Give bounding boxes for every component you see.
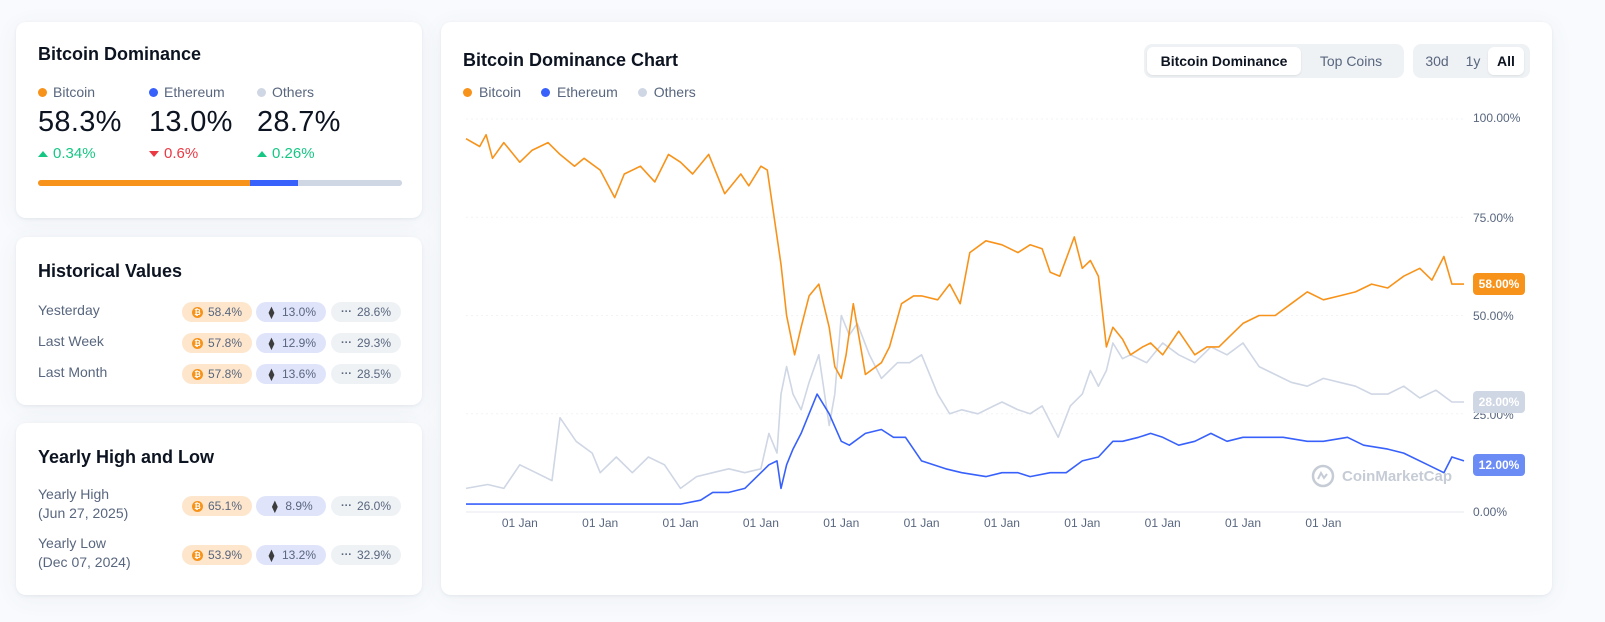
dominance-bar-others: [297, 180, 402, 186]
range-all[interactable]: All: [1488, 47, 1524, 75]
yearly-title: Yearly High and Low: [38, 447, 215, 467]
x-tick-label: 01 Jan: [1305, 516, 1342, 530]
bitcoin-dot-icon: [463, 87, 472, 97]
tab-bitcoin-dominance[interactable]: Bitcoin Dominance: [1147, 47, 1301, 75]
pill-others: ··· 26.0%: [331, 496, 401, 516]
dominance-card: Bitcoin Dominance Bitcoin 58.3% 0.34% Et…: [16, 22, 422, 218]
more-dots-icon: ···: [340, 337, 352, 349]
pill-btc: ₿ 53.9%: [182, 545, 252, 565]
range-toggle: 30d 1y All: [1413, 44, 1530, 78]
more-dots-icon: ···: [340, 549, 352, 561]
last-value-tag-others: 28.00%: [1473, 390, 1525, 413]
yearly-row-label: Yearly High (Jun 27, 2025): [38, 486, 129, 521]
bitcoin-icon: ₿: [191, 368, 203, 380]
x-tick-label: 01 Jan: [582, 516, 619, 530]
dominance-others-change: 0.26%: [272, 145, 315, 162]
ethereum-icon: ⧫: [268, 337, 275, 350]
chart-title: Bitcoin Dominance Chart: [463, 50, 679, 70]
dominance-bitcoin-change: 0.34%: [53, 145, 96, 162]
historical-card: Historical Values Yesterday ₿ 58.4% ⧫ 13.0…: [16, 237, 422, 405]
bitcoin-icon: ₿: [191, 337, 203, 349]
bitcoin-icon: ₿: [191, 500, 203, 512]
pill-eth: ⧫ 12.9%: [256, 333, 326, 353]
yearly-row-label: Yearly Low (Dec 07, 2024): [38, 535, 131, 570]
dominance-bitcoin-value: 58.3%: [38, 106, 122, 138]
more-dots-icon: ···: [340, 368, 352, 380]
historical-row-label: Last Month: [38, 364, 108, 380]
legend-item-others[interactable]: Others: [637, 84, 696, 100]
pill-others: ··· 28.6%: [331, 302, 401, 322]
legend-item-bitcoin[interactable]: Bitcoin: [463, 84, 521, 100]
x-tick-label: 01 Jan: [1144, 516, 1181, 530]
ethereum-dot-icon: [541, 87, 551, 97]
coinmarketcap-logo-icon: [1311, 464, 1335, 488]
yearly-card: Yearly High and Low Yearly High (Jun 27, …: [16, 423, 422, 595]
ethereum-icon: ⧫: [268, 549, 275, 562]
chart-card: [441, 22, 1552, 595]
pill-others: ··· 28.5%: [331, 364, 401, 384]
dominance-bitcoin-label: Bitcoin: [53, 84, 96, 100]
bitcoin-icon: ₿: [191, 306, 203, 318]
y-tick-label: 0.00%: [1473, 505, 1508, 519]
coinmarketcap-watermark: CoinMarketCap: [1311, 464, 1452, 488]
dominance-ethereum-value: 13.0%: [149, 106, 233, 138]
historical-row-label: Yesterday: [38, 302, 100, 318]
more-dots-icon: ···: [340, 306, 352, 318]
chart-type-toggle: Bitcoin Dominance Top Coins: [1144, 44, 1404, 78]
tab-top-coins[interactable]: Top Coins: [1319, 53, 1383, 69]
pill-others: ··· 32.9%: [331, 545, 401, 565]
dominance-share-bar: [38, 180, 402, 186]
x-tick-label: 01 Jan: [742, 516, 779, 530]
pill-eth: ⧫ 13.0%: [256, 302, 326, 322]
others-dot-icon: [637, 87, 647, 97]
pill-btc: ₿ 57.8%: [182, 364, 252, 384]
ethereum-icon: ⧫: [268, 368, 275, 381]
dominance-others-label: Others: [272, 84, 315, 100]
x-tick-label: 01 Jan: [823, 516, 860, 530]
dominance-others-value: 28.7%: [257, 106, 341, 138]
x-tick-label: 01 Jan: [501, 516, 538, 530]
x-tick-label: 01 Jan: [662, 516, 699, 530]
dominance-bar-ethereum: [250, 180, 298, 186]
ethereum-dot-icon: [149, 87, 158, 97]
chart-legend: Bitcoin Ethereum Others: [463, 84, 696, 100]
y-tick-label: 75.00%: [1473, 211, 1514, 225]
x-tick-label: 01 Jan: [903, 516, 940, 530]
up-arrow-icon: [38, 150, 48, 157]
dominance-ethereum: Ethereum 13.0% 0.6%: [149, 84, 233, 162]
more-dots-icon: ···: [340, 500, 352, 512]
down-arrow-icon: [149, 150, 159, 157]
dominance-ethereum-change: 0.6%: [164, 145, 199, 162]
up-arrow-icon: [257, 150, 267, 157]
last-value-tag-bitcoin: 58.00%: [1473, 273, 1525, 296]
pill-eth: ⧫ 13.2%: [256, 545, 326, 565]
dominance-others: Others 28.7% 0.26%: [257, 84, 341, 162]
range-1y[interactable]: 1y: [1465, 53, 1481, 69]
bitcoin-icon: ₿: [191, 549, 203, 561]
dominance-ethereum-label: Ethereum: [164, 84, 225, 100]
x-tick-label: 01 Jan: [1225, 516, 1262, 530]
y-tick-label: 50.00%: [1473, 309, 1514, 323]
y-tick-label: 100.00%: [1473, 111, 1521, 125]
last-value-tag-ethereum: 12.00%: [1473, 453, 1525, 476]
bitcoin-dot-icon: [38, 87, 47, 97]
range-30d[interactable]: 30d: [1425, 53, 1449, 69]
dominance-bitcoin: Bitcoin 58.3% 0.34%: [38, 84, 122, 162]
x-tick-label: 01 Jan: [1064, 516, 1101, 530]
ethereum-icon: ⧫: [272, 500, 278, 513]
pill-eth: ⧫ 13.6%: [256, 364, 326, 384]
historical-row-label: Last Week: [38, 333, 104, 349]
dominance-title: Bitcoin Dominance: [38, 44, 202, 64]
dominance-bar-bitcoin: [38, 180, 251, 186]
pill-btc: ₿ 58.4%: [182, 302, 252, 322]
pill-others: ··· 29.3%: [331, 333, 401, 353]
historical-title: Historical Values: [38, 261, 183, 281]
x-tick-label: 01 Jan: [983, 516, 1020, 530]
ethereum-icon: ⧫: [268, 306, 275, 319]
pill-btc: ₿ 65.1%: [182, 496, 252, 516]
pill-btc: ₿ 57.8%: [182, 333, 252, 353]
others-dot-icon: [257, 87, 266, 97]
legend-item-ethereum[interactable]: Ethereum: [541, 84, 618, 100]
pill-eth: ⧫ 8.9%: [256, 496, 326, 516]
